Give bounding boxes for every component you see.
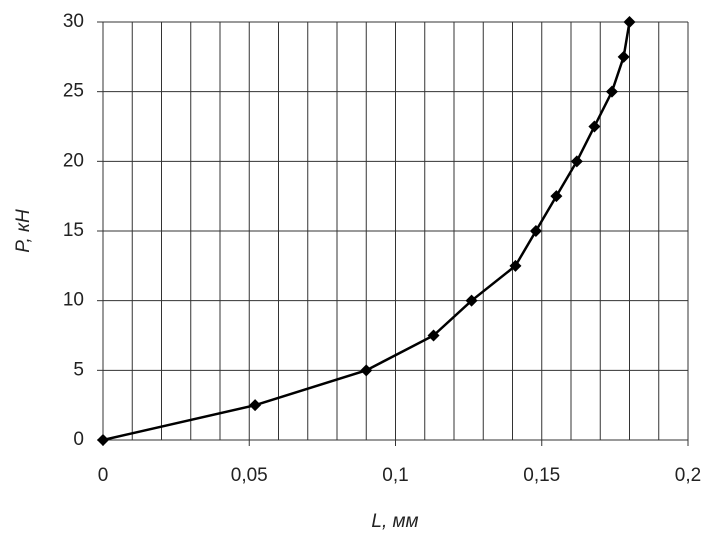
x-tick-label: 0,15 bbox=[523, 465, 560, 486]
data-point bbox=[529, 225, 542, 237]
data-point bbox=[249, 399, 262, 412]
data-point bbox=[550, 190, 563, 203]
x-tick-label: 0,05 bbox=[231, 465, 268, 486]
x-axis-label: L, мм bbox=[371, 511, 418, 532]
y-tick-label: 10 bbox=[63, 290, 84, 311]
data-point bbox=[360, 364, 373, 377]
y-tick-label: 20 bbox=[63, 150, 84, 171]
x-tick-label: 0,2 bbox=[675, 465, 701, 486]
y-axis-label: P, кН bbox=[13, 209, 34, 253]
y-tick-label: 0 bbox=[73, 429, 84, 450]
data-point bbox=[465, 294, 478, 307]
x-tick-label: 0 bbox=[98, 465, 109, 486]
x-tick-label: 0,1 bbox=[382, 465, 408, 486]
data-point bbox=[588, 120, 601, 133]
y-tick-label: 5 bbox=[73, 359, 84, 380]
data-point bbox=[570, 155, 583, 168]
y-tick-label: 15 bbox=[63, 220, 84, 241]
data-point bbox=[605, 85, 618, 98]
y-tick-label: 30 bbox=[63, 11, 84, 32]
data-point bbox=[617, 50, 630, 63]
y-tick-label: 25 bbox=[63, 81, 84, 102]
data-point bbox=[623, 16, 636, 28]
data-point bbox=[509, 259, 522, 272]
data-point bbox=[427, 329, 440, 342]
data-point bbox=[97, 434, 109, 446]
